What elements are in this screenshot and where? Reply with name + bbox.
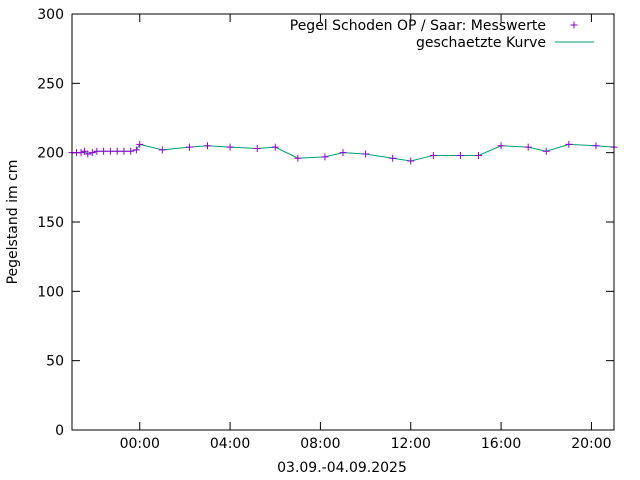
- data-point: [120, 147, 128, 155]
- data-point: [524, 143, 532, 151]
- data-point: [542, 147, 550, 155]
- y-axis-label: Pegelstand im cm: [5, 160, 21, 285]
- data-point: [339, 149, 347, 157]
- legend-label-estimated: geschaetzte Kurve: [416, 35, 546, 51]
- data-point: [100, 147, 108, 155]
- measured-points: [68, 140, 618, 165]
- data-point: [565, 140, 573, 148]
- data-point: [226, 143, 234, 151]
- x-tick-label: 08:00: [300, 436, 340, 452]
- y-tick-label: 100: [37, 284, 64, 300]
- data-point: [321, 153, 329, 161]
- data-point: [271, 143, 279, 151]
- data-point: [497, 142, 505, 150]
- x-tick-label: 00:00: [120, 436, 160, 452]
- data-point: [253, 145, 261, 153]
- axis-ticks: 0 50 100 150 200 250 300 00:00 04:00 08:00 12:00 16…: [37, 7, 614, 452]
- x-tick-label: 20:00: [571, 436, 611, 452]
- data-point: [456, 151, 464, 159]
- data-point: [475, 151, 482, 159]
- data-point: [84, 150, 92, 158]
- y-tick-label: 200: [37, 146, 64, 162]
- y-tick-label: 300: [37, 7, 64, 23]
- data-point: [106, 147, 114, 155]
- legend-label-measured: Pegel Schoden OP / Saar: Messwerte: [290, 18, 546, 34]
- data-point: [185, 143, 193, 151]
- legend-plus-icon: [570, 21, 578, 29]
- y-tick-label: 50: [46, 354, 64, 370]
- x-tick-label: 12:00: [391, 436, 431, 452]
- data-point: [113, 147, 121, 155]
- data-point: [429, 151, 437, 159]
- data-point: [592, 142, 600, 150]
- data-point: [77, 149, 85, 157]
- legend: Pegel Schoden OP / Saar: Messwerte gesch…: [290, 18, 594, 51]
- data-point: [93, 147, 101, 155]
- x-tick-label: 04:00: [210, 436, 250, 452]
- y-tick-label: 0: [55, 423, 64, 439]
- data-point: [389, 154, 397, 162]
- x-axis-label: 03.09.-04.09.2025: [277, 460, 407, 476]
- data-point: [132, 146, 140, 154]
- data-point: [127, 147, 135, 155]
- x-tick-label: 16:00: [481, 436, 521, 452]
- y-tick-label: 150: [37, 215, 64, 231]
- legend-marker-measured: [570, 21, 578, 29]
- data-point: [362, 150, 370, 158]
- data-point: [158, 146, 166, 154]
- data-point: [204, 142, 211, 150]
- data-point: [407, 157, 415, 165]
- plot-area-frame: [71, 13, 615, 431]
- data-point: [294, 154, 302, 162]
- data-point: [88, 149, 96, 157]
- y-tick-label: 250: [37, 76, 64, 92]
- data-point: [136, 140, 144, 148]
